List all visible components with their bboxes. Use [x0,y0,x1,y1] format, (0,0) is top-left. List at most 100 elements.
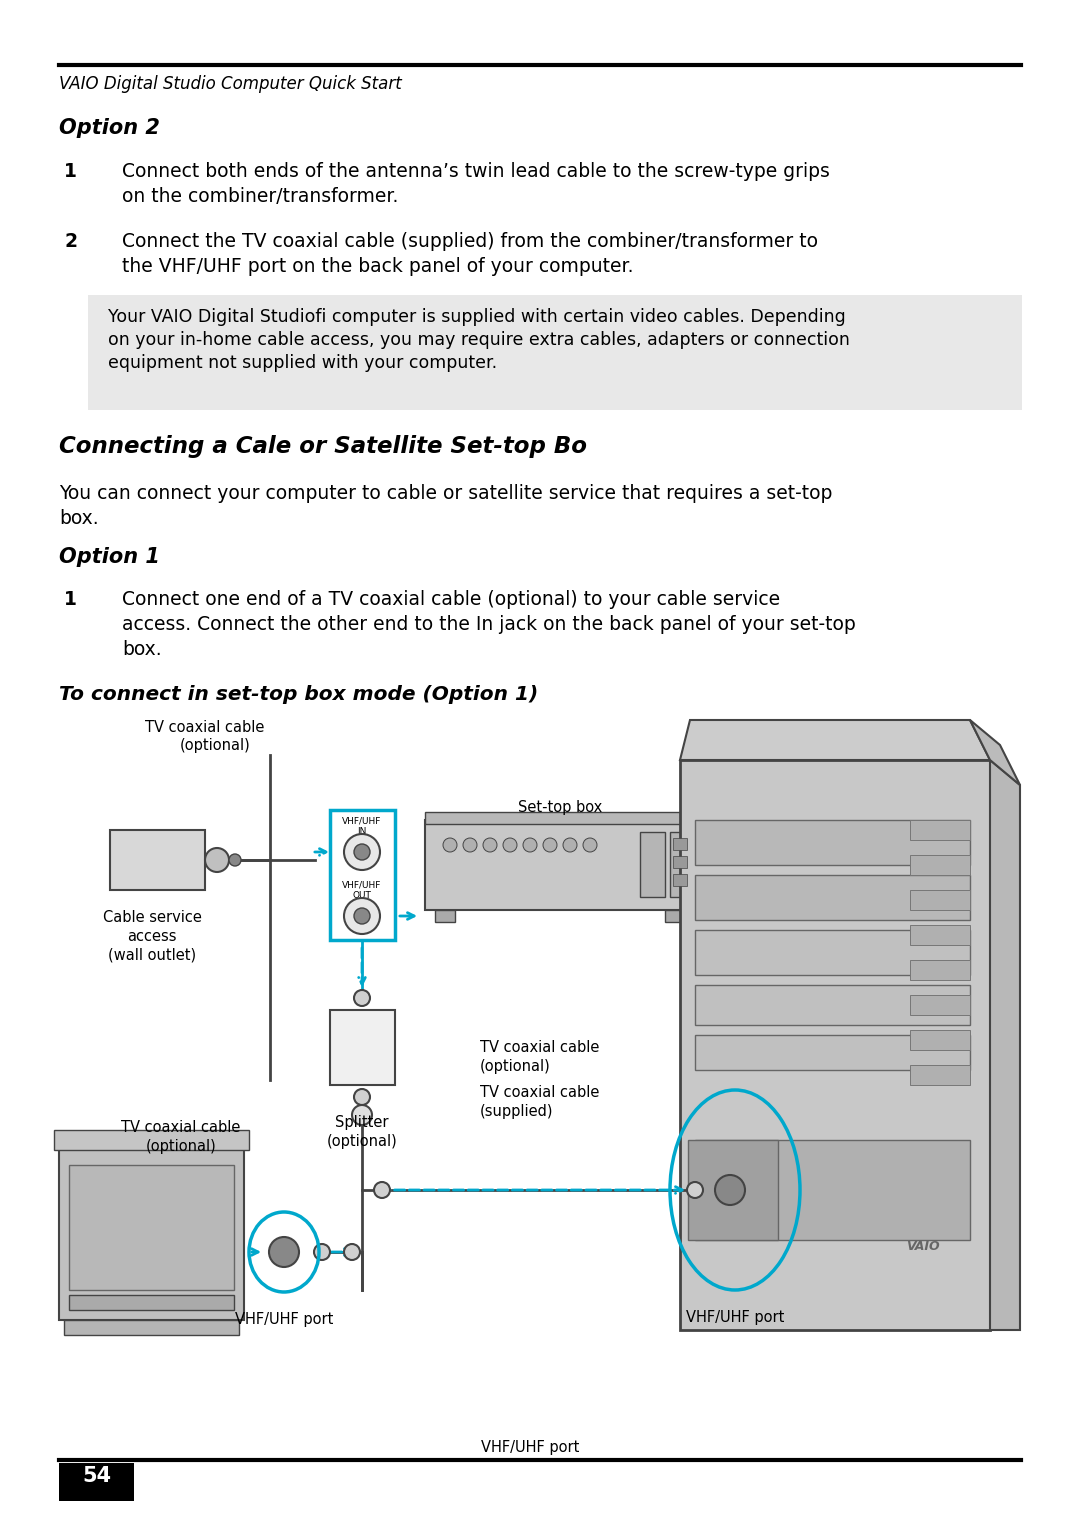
Bar [673,875,687,885]
Bar [696,985,970,1025]
Text: Connect one end of a TV coaxial cable (optional) to your cable service: Connect one end of a TV coaxial cable (o… [122,590,780,609]
Text: You can connect your computer to cable or satellite service that requires a set-: You can connect your computer to cable o… [59,484,833,503]
Bar [910,855,970,875]
Text: VAIO Digital Studio Computer Quick Start: VAIO Digital Studio Computer Quick Start [59,74,402,92]
Bar [910,960,970,979]
Text: 1: 1 [64,162,77,180]
Text: Splitter: Splitter [335,1114,389,1129]
Bar [696,929,970,975]
Circle shape [687,1182,703,1198]
Bar [64,1320,239,1336]
Polygon shape [680,720,990,760]
Bar [910,994,970,1016]
Bar [910,1029,970,1051]
Circle shape [503,838,517,852]
Bar [87,296,1022,409]
Polygon shape [970,720,1020,785]
Bar [59,1463,134,1501]
Text: TV coaxial cable: TV coaxial cable [146,720,265,735]
Text: VHF/UHF port: VHF/UHF port [686,1310,784,1325]
Text: (optional): (optional) [179,738,251,753]
Circle shape [563,838,577,852]
Bar [426,813,696,825]
Text: To connect in set-top box mode (Option 1): To connect in set-top box mode (Option 1… [59,685,538,703]
Bar [680,760,990,1330]
Text: 1: 1 [64,590,77,609]
Text: 54: 54 [82,1466,111,1486]
Text: VHF/UHF port: VHF/UHF port [234,1311,334,1326]
Circle shape [523,838,537,852]
Bar [330,1010,395,1085]
Circle shape [374,1182,390,1198]
Text: Option 2: Option 2 [59,118,160,138]
Bar [696,820,970,866]
Bar [910,925,970,944]
Circle shape [345,897,380,934]
Circle shape [483,838,497,852]
Circle shape [269,1237,299,1267]
Text: VHF/UHF port: VHF/UHF port [481,1440,579,1455]
Circle shape [352,1105,372,1125]
Bar [69,1295,234,1310]
Text: (supplied): (supplied) [480,1104,554,1119]
Bar [59,1145,244,1320]
Text: (wall outlet): (wall outlet) [108,948,197,963]
Circle shape [354,908,370,923]
Text: (optional): (optional) [326,1134,397,1149]
Circle shape [354,990,370,1007]
Circle shape [463,838,477,852]
Bar [670,832,690,897]
Bar [910,820,970,840]
Text: Connecting a Cale or Satellite Set-top Bo: Connecting a Cale or Satellite Set-top B… [59,435,588,458]
Circle shape [345,834,380,870]
Text: (optional): (optional) [146,1139,216,1154]
Text: box.: box. [59,509,98,528]
Circle shape [354,844,370,860]
Bar [688,1140,778,1240]
Text: VHF/UHF: VHF/UHF [342,816,381,825]
Text: TV coaxial cable: TV coaxial cable [480,1085,599,1101]
Bar [910,1066,970,1085]
Circle shape [715,1175,745,1205]
Text: Set-top box: Set-top box [518,800,603,816]
Bar [69,1164,234,1290]
Text: equipment not supplied with your computer.: equipment not supplied with your compute… [108,355,497,371]
Text: Cable service: Cable service [103,910,202,925]
Text: Connect both ends of the antenna’s twin lead cable to the screw-type grips: Connect both ends of the antenna’s twin … [122,162,829,180]
Text: on the combiner/transformer.: on the combiner/transformer. [122,186,399,206]
Bar [696,1035,970,1070]
Text: box.: box. [122,640,162,659]
Circle shape [205,847,229,872]
Circle shape [354,1088,370,1105]
Text: VHF/UHF: VHF/UHF [342,879,381,888]
Bar [673,857,687,869]
Bar [696,875,970,920]
Text: (optional): (optional) [480,1060,551,1073]
Text: IN: IN [357,828,367,835]
Text: on your in-home cable access, you may require extra cables, adapters or connecti: on your in-home cable access, you may re… [108,330,850,349]
Bar [910,890,970,910]
Text: Option 1: Option 1 [59,547,160,567]
Text: TV coaxial cable: TV coaxial cable [480,1040,599,1055]
Circle shape [443,838,457,852]
Text: OUT: OUT [352,891,372,901]
Text: VAIO: VAIO [906,1240,940,1254]
Text: access: access [127,929,177,944]
Circle shape [229,854,241,866]
Circle shape [314,1245,330,1260]
Circle shape [345,1245,360,1260]
Text: Connect the TV coaxial cable (supplied) from the combiner/transformer to: Connect the TV coaxial cable (supplied) … [122,232,818,252]
Bar [665,910,685,922]
Bar [696,1140,970,1240]
Circle shape [543,838,557,852]
Text: 2: 2 [64,232,77,252]
Text: access. Connect the other end to the In jack on the back panel of your set-top: access. Connect the other end to the In … [122,615,855,634]
Bar [110,829,205,890]
Bar [435,910,455,922]
Bar [426,820,696,910]
Text: Your VAIO Digital Studiofi computer is supplied with certain video cables. Depen: Your VAIO Digital Studiofi computer is s… [108,308,846,326]
Bar [640,832,665,897]
Text: the VHF/UHF port on the back panel of your computer.: the VHF/UHF port on the back panel of yo… [122,258,634,276]
Bar [673,838,687,850]
Circle shape [583,838,597,852]
